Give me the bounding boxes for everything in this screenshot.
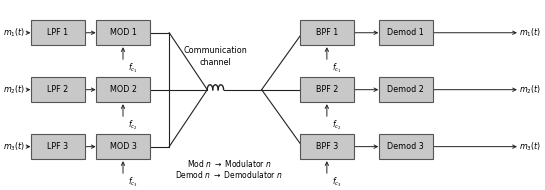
Text: BPF 1: BPF 1 xyxy=(316,28,338,37)
Text: $f_{c_2}$: $f_{c_2}$ xyxy=(129,118,138,132)
FancyBboxPatch shape xyxy=(96,20,150,45)
Text: $m_2(t)$: $m_2(t)$ xyxy=(519,83,542,96)
Text: MOD 2: MOD 2 xyxy=(110,85,136,94)
Text: $m_2(t)$: $m_2(t)$ xyxy=(3,83,26,96)
Text: Mod $n$ $\rightarrow$ Modulator $n$: Mod $n$ $\rightarrow$ Modulator $n$ xyxy=(186,158,271,169)
Text: $f_{c_3}$: $f_{c_3}$ xyxy=(332,175,342,189)
FancyBboxPatch shape xyxy=(96,134,150,159)
Text: $m_3(t)$: $m_3(t)$ xyxy=(3,140,26,153)
FancyBboxPatch shape xyxy=(379,77,433,102)
Text: LPF 3: LPF 3 xyxy=(47,142,68,151)
FancyBboxPatch shape xyxy=(31,134,85,159)
Text: Demod 3: Demod 3 xyxy=(387,142,424,151)
Text: $f_{c_1}$: $f_{c_1}$ xyxy=(129,61,138,75)
Text: $f_{c_3}$: $f_{c_3}$ xyxy=(129,175,138,189)
Text: $f_{c_2}$: $f_{c_2}$ xyxy=(332,118,342,132)
Text: MOD 1: MOD 1 xyxy=(110,28,136,37)
Text: BPF 3: BPF 3 xyxy=(316,142,338,151)
FancyBboxPatch shape xyxy=(300,134,354,159)
Text: MOD 3: MOD 3 xyxy=(110,142,136,151)
Text: $f_{c_1}$: $f_{c_1}$ xyxy=(332,61,342,75)
Text: BPF 2: BPF 2 xyxy=(316,85,338,94)
FancyBboxPatch shape xyxy=(96,77,150,102)
Text: LPF 1: LPF 1 xyxy=(47,28,68,37)
Text: Demod $n$ $\rightarrow$ Demodulator $n$: Demod $n$ $\rightarrow$ Demodulator $n$ xyxy=(175,169,283,180)
Text: LPF 2: LPF 2 xyxy=(47,85,69,94)
Text: Demod 2: Demod 2 xyxy=(387,85,424,94)
FancyBboxPatch shape xyxy=(300,77,354,102)
FancyBboxPatch shape xyxy=(379,134,433,159)
FancyBboxPatch shape xyxy=(300,20,354,45)
Text: Demod 1: Demod 1 xyxy=(387,28,424,37)
Text: $m_1(t)$: $m_1(t)$ xyxy=(3,26,26,39)
Text: Communication
channel: Communication channel xyxy=(184,46,247,66)
FancyBboxPatch shape xyxy=(31,77,85,102)
Text: $m_1(t)$: $m_1(t)$ xyxy=(519,26,542,39)
FancyBboxPatch shape xyxy=(31,20,85,45)
FancyBboxPatch shape xyxy=(379,20,433,45)
Text: $m_3(t)$: $m_3(t)$ xyxy=(519,140,542,153)
